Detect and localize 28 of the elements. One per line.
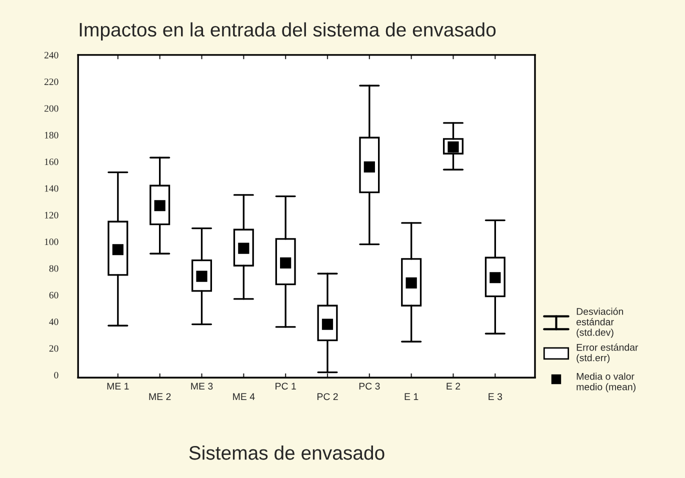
y-tick-label: 100 <box>44 238 58 246</box>
y-tick-label: 20 <box>49 345 58 352</box>
x-tick-label: ME 3 <box>191 382 213 390</box>
text: Error estándar (std.err) <box>576 344 638 364</box>
y-tick-label: 240 <box>44 52 58 58</box>
x-tick-label: E 3 <box>488 393 502 400</box>
y-tick-label: 80 <box>49 265 58 272</box>
x-tick-label: PC 2 <box>317 393 338 400</box>
x-tick-label: E 1 <box>404 393 418 400</box>
x-tick-label: ME 2 <box>149 393 171 400</box>
chart-title: Impactos en la entrada del sistema de envasado <box>80 22 496 40</box>
y-tick-label: 120 <box>44 212 58 218</box>
y-tick-label: 200 <box>44 105 58 112</box>
x-tick-label: E 2 <box>446 382 460 390</box>
text: Media o valor medio (mean) <box>576 372 636 392</box>
y-tick-label: 180 <box>44 132 58 138</box>
x-tick-label: PC 1 <box>276 382 296 390</box>
x-tick-label: PC 3 <box>359 382 380 390</box>
y-tick-label: 140 <box>44 185 58 192</box>
text: Desviación estándar (std.dev) <box>576 308 624 338</box>
x-axis-title: Sistemas de envasado <box>189 446 384 460</box>
y-tick-label: 40 <box>49 318 58 326</box>
x-tick-label: ME 4 <box>233 393 255 400</box>
y-tick-label: 0 <box>54 372 58 378</box>
y-tick-label: 160 <box>44 158 58 166</box>
y-tick-label: 60 <box>49 292 58 298</box>
x-tick-label: ME 1 <box>107 382 129 390</box>
y-tick-label: 220 <box>44 78 58 86</box>
